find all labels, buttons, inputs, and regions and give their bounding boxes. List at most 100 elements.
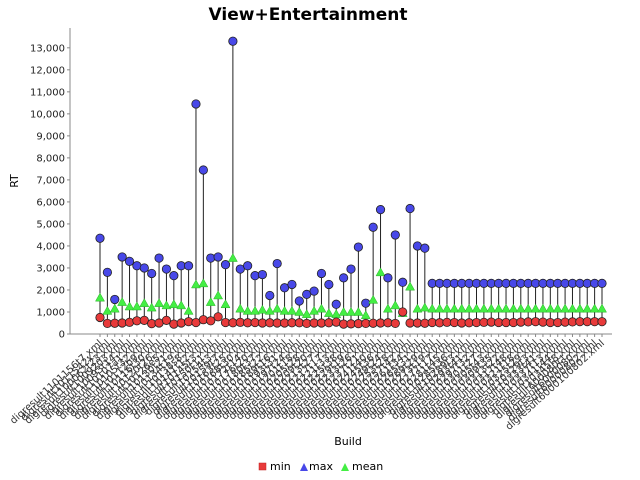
mean-point <box>427 303 438 313</box>
min-point <box>390 318 400 329</box>
mean-point <box>419 302 430 312</box>
mean-point <box>589 303 600 313</box>
mean-point <box>102 305 113 315</box>
mean-point <box>567 303 578 313</box>
mean-point <box>309 305 320 315</box>
max-point <box>420 243 430 253</box>
max-point <box>375 205 386 215</box>
y-tick-label: 11,000 <box>30 87 65 98</box>
mean-point <box>220 299 231 309</box>
mean-point <box>338 306 349 316</box>
legend-min-swatch <box>258 462 267 471</box>
mean-point <box>109 303 120 313</box>
data-points <box>95 36 607 329</box>
stem-lines <box>99 41 603 325</box>
mean-point <box>301 309 312 318</box>
mean-point <box>124 301 135 311</box>
y-tick-label: 13,000 <box>30 43 65 54</box>
min-point <box>124 317 135 327</box>
mean-point <box>530 303 541 313</box>
mean-point <box>95 292 105 302</box>
mean-point <box>574 303 585 313</box>
max-point <box>147 268 157 279</box>
mean-point <box>582 303 593 313</box>
x-axis-label: Build <box>334 435 362 448</box>
mean-point <box>471 303 482 313</box>
max-point <box>287 279 297 290</box>
max-point <box>243 261 253 271</box>
y-tick-label: 4,000 <box>36 241 65 252</box>
max-point <box>353 242 363 252</box>
legend-mean-swatch <box>341 463 349 471</box>
max-point <box>95 233 105 243</box>
y-tick-label: 8,000 <box>36 153 65 164</box>
mean-point <box>242 305 253 315</box>
max-point <box>228 36 238 46</box>
mean-point <box>117 297 128 306</box>
max-point <box>169 271 179 281</box>
mean-point <box>294 306 305 316</box>
mean-point <box>168 299 179 309</box>
max-point <box>191 99 201 109</box>
mean-point <box>382 303 393 313</box>
max-point <box>324 279 334 290</box>
max-point <box>102 267 112 277</box>
mean-point <box>456 303 467 313</box>
y-tick-label: 2,000 <box>36 285 65 296</box>
max-point <box>316 268 327 279</box>
max-point <box>346 264 356 274</box>
max-point <box>405 203 415 214</box>
max-point <box>265 290 275 301</box>
legend-max-label: max <box>309 460 333 473</box>
mean-point <box>183 305 194 315</box>
legend-min-label: min <box>270 460 291 473</box>
max-point <box>390 230 400 240</box>
max-point <box>139 263 149 273</box>
mean-point <box>597 303 607 313</box>
max-point <box>309 286 319 296</box>
mean-point <box>390 300 401 310</box>
max-point <box>220 260 231 270</box>
max-point <box>117 252 127 262</box>
max-point <box>339 273 349 283</box>
min-point <box>206 316 216 326</box>
legend-mean-label: mean <box>352 460 383 473</box>
mean-point <box>154 298 164 307</box>
y-tick-label: 9,000 <box>36 131 65 142</box>
max-point <box>183 261 194 271</box>
mean-point <box>131 301 142 311</box>
min-point <box>161 315 172 325</box>
max-point <box>383 273 393 283</box>
mean-point <box>264 305 275 315</box>
max-point <box>124 256 135 266</box>
mean-point <box>316 303 327 313</box>
min-point <box>398 307 408 317</box>
y-tick-label: 7,000 <box>36 175 65 186</box>
mean-point <box>205 297 216 306</box>
max-point <box>398 277 408 287</box>
chart-title: View+Entertainment <box>209 5 408 25</box>
mean-point <box>493 303 504 313</box>
max-point <box>161 264 172 274</box>
legend-max-swatch <box>300 463 308 471</box>
mean-point <box>198 278 209 288</box>
mean-point <box>323 308 334 317</box>
mean-point <box>434 303 445 313</box>
max-point <box>198 165 208 175</box>
min-point <box>213 312 223 322</box>
y-tick-label: 1,000 <box>36 307 65 318</box>
mean-point <box>257 304 268 314</box>
mean-point <box>552 303 563 313</box>
mean-point <box>368 294 379 304</box>
mean-point <box>353 306 364 316</box>
x-axis: digresult1101156t7.xmldigresult1011542x.… <box>8 333 612 433</box>
min-point <box>176 318 186 328</box>
mean-point <box>560 303 571 313</box>
mean-point <box>279 305 290 315</box>
mean-point <box>478 303 489 313</box>
mean-point <box>545 303 556 313</box>
max-point <box>272 258 282 269</box>
mean-point <box>442 303 452 313</box>
mean-point <box>139 298 150 307</box>
